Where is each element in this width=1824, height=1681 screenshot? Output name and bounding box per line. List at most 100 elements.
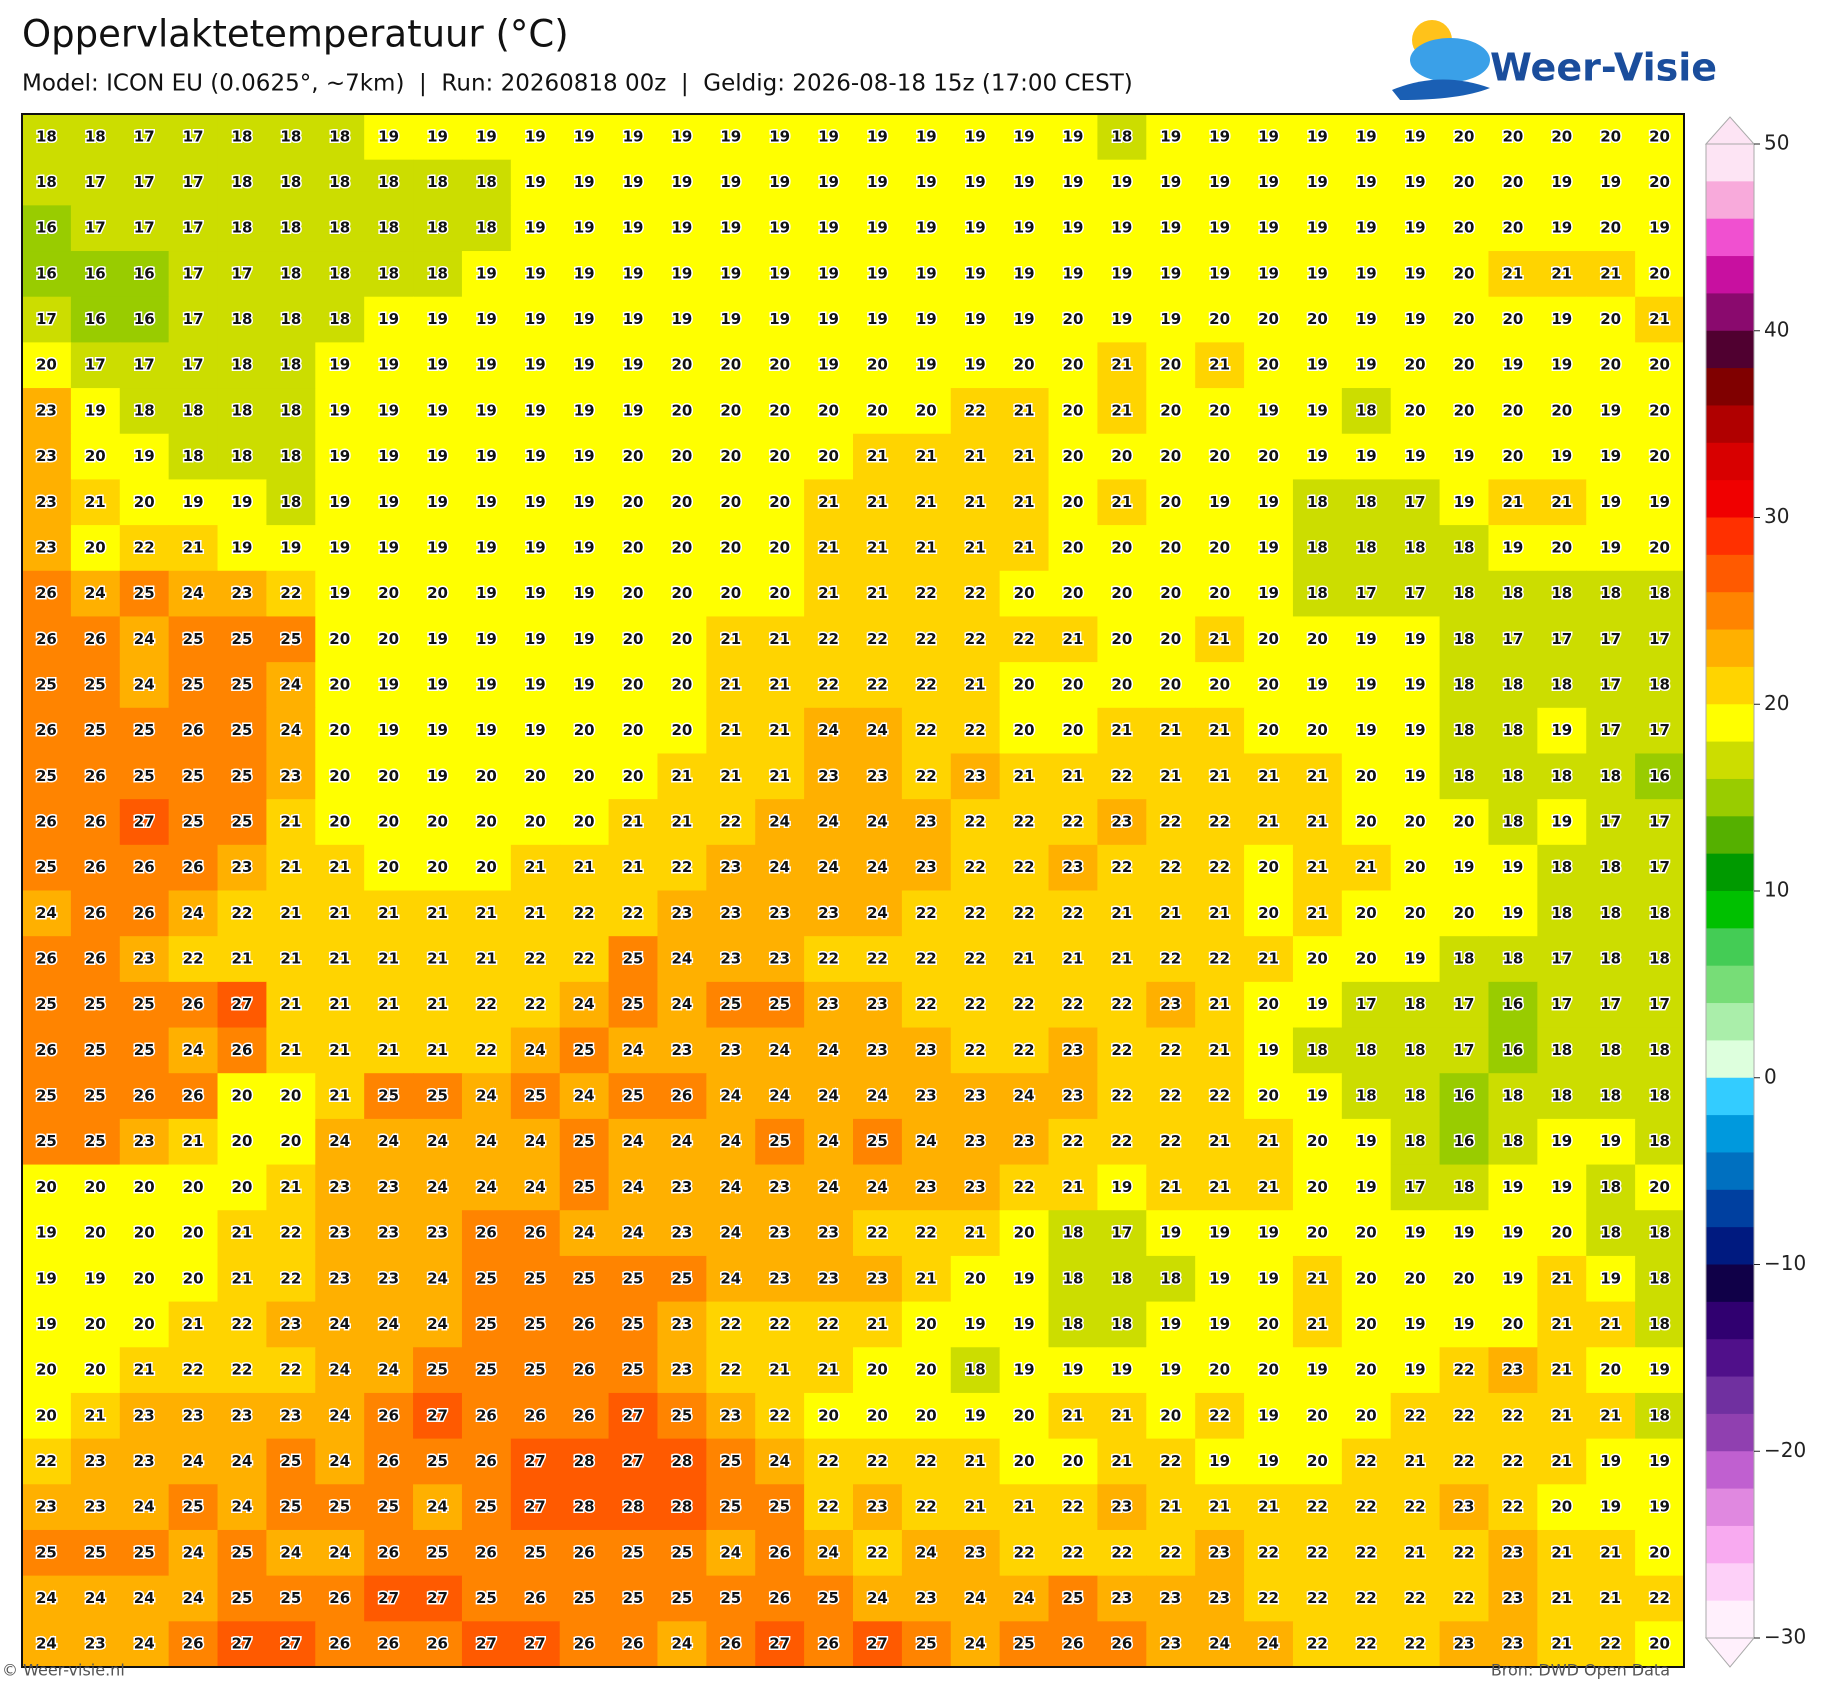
temp-cell [70, 388, 121, 435]
temp-cell [999, 1575, 1050, 1622]
temp-cell [1146, 844, 1196, 891]
temp-cell [901, 342, 952, 389]
temp-cell [413, 570, 463, 617]
temp-cell [70, 844, 121, 891]
temp-cell [1195, 1529, 1245, 1577]
temp-cell [1439, 159, 1489, 206]
temp-label: 19 [1600, 1132, 1621, 1150]
temp-cell [1586, 1621, 1636, 1668]
temp-label: 18 [1551, 675, 1572, 693]
temp-cell [853, 159, 903, 206]
temp-cell [22, 1621, 72, 1668]
temp-cell [1048, 1438, 1098, 1485]
temp-cell [168, 981, 219, 1029]
temp-label: 21 [232, 1269, 253, 1287]
temp-cell [755, 1529, 805, 1577]
temp-label: 23 [818, 1269, 839, 1287]
temp-cell [364, 205, 414, 252]
temp-cell [315, 205, 365, 252]
temp-cell [1341, 114, 1392, 161]
temp-cell [999, 342, 1050, 389]
temp-label: 20 [623, 721, 644, 739]
temp-cell [853, 616, 903, 663]
temp-label: 18 [280, 219, 301, 237]
temp-label: 25 [720, 995, 741, 1013]
temp-label: 26 [183, 995, 204, 1013]
temp-cell [168, 342, 219, 389]
temp-label: 22 [232, 1315, 253, 1333]
temp-cell [119, 707, 170, 754]
temp-label: 24 [818, 1178, 839, 1196]
temp-label: 24 [769, 858, 790, 876]
temp-label: 18 [1454, 630, 1475, 648]
temp-label: 21 [916, 447, 937, 465]
temp-cell [315, 1347, 365, 1394]
temp-cell [559, 1484, 610, 1531]
temp-label: 19 [1258, 401, 1279, 419]
temp-cell [853, 753, 903, 800]
temp-label: 20 [36, 1361, 57, 1379]
temp-cell [950, 525, 1001, 572]
temp-label: 19 [1405, 173, 1426, 191]
temp-label: 21 [1111, 493, 1132, 511]
temp-label: 18 [183, 447, 204, 465]
temp-label: 20 [280, 1132, 301, 1150]
temp-cell [901, 1210, 952, 1257]
temp-cell [1146, 981, 1196, 1029]
temp-label: 23 [818, 904, 839, 922]
temp-cell [706, 205, 756, 252]
temp-cell [1390, 1438, 1441, 1485]
temp-label: 22 [916, 721, 937, 739]
temp-cell [950, 1621, 1001, 1668]
temp-cell [315, 159, 365, 206]
temp-label: 21 [1111, 1406, 1132, 1424]
temp-label: 21 [1258, 1132, 1279, 1150]
temp-cell [755, 342, 805, 389]
temp-cell [608, 1210, 658, 1257]
temp-cell [1488, 159, 1538, 206]
colorbar-bin [1706, 1376, 1754, 1415]
temp-label: 21 [1111, 904, 1132, 922]
temp-label: 24 [232, 1498, 253, 1516]
temp-cell [901, 525, 952, 572]
temp-label: 22 [867, 675, 888, 693]
temp-cell [1097, 616, 1147, 663]
temp-cell [1146, 936, 1196, 983]
temp-cell [70, 1621, 121, 1668]
temp-cell [22, 981, 72, 1029]
temp-cell [510, 296, 561, 343]
temp-cell [1390, 936, 1441, 983]
temp-label: 18 [36, 173, 57, 191]
temp-label: 21 [1209, 630, 1230, 648]
temp-cell [1048, 1164, 1098, 1211]
temp-label: 22 [916, 995, 937, 1013]
temp-cell [1146, 1575, 1196, 1622]
temp-cell [1537, 1164, 1587, 1211]
temp-label: 20 [1454, 310, 1475, 328]
temp-cell [1635, 1347, 1685, 1394]
temp-cell [853, 1392, 903, 1440]
temp-cell [266, 251, 316, 298]
temp-cell [1390, 525, 1441, 572]
temp-label: 21 [720, 721, 741, 739]
temp-cell [1244, 662, 1294, 709]
temp-cell [364, 799, 414, 846]
temp-label: 19 [1258, 1224, 1279, 1242]
temp-cell [950, 251, 1001, 298]
temp-label: 20 [965, 1269, 986, 1287]
temp-cell [657, 753, 707, 800]
temp-label: 21 [1160, 904, 1181, 922]
temp-label: 19 [671, 173, 692, 191]
temp-label: 24 [476, 1132, 497, 1150]
temp-cell [901, 1529, 952, 1577]
temp-label: 23 [36, 1498, 57, 1516]
temp-cell [1586, 205, 1636, 252]
temp-label: 24 [574, 995, 595, 1013]
temp-cell [608, 890, 658, 937]
temp-cell [706, 479, 756, 526]
temp-cell [1586, 159, 1636, 206]
temp-label: 17 [1502, 630, 1523, 648]
temp-label: 22 [1063, 995, 1084, 1013]
temp-cell [1244, 1575, 1294, 1622]
temp-label: 22 [1160, 1543, 1181, 1561]
